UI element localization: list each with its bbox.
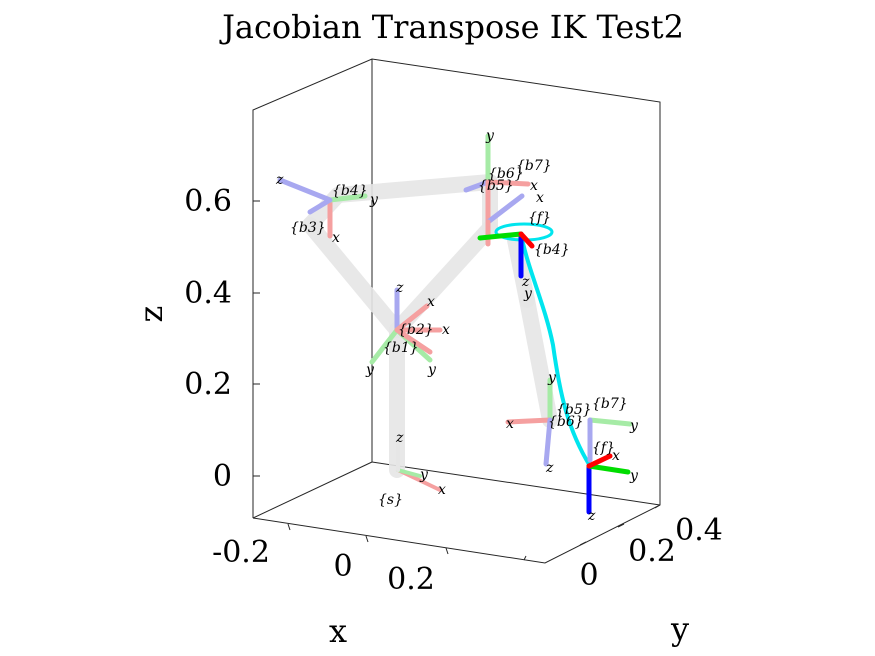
axis-label-y: y [419, 467, 429, 483]
frame-label-b3: {b3} [290, 220, 326, 236]
frame-s [396, 443, 442, 492]
z-axis-label: z [132, 306, 170, 323]
axis-label-z: z [545, 460, 554, 476]
arm-link [302, 217, 405, 338]
frame-f-initial [477, 231, 535, 279]
y-tick-label: 0.4 [675, 513, 723, 548]
end-effector-trajectory [519, 233, 592, 468]
axis-label-x: x [536, 190, 544, 206]
z-tick-label: 0 [213, 459, 232, 494]
axis-label-y: y [629, 468, 639, 484]
tick-marks [253, 200, 661, 561]
chart-title: Jacobian Transpose IK Test2 [219, 8, 684, 46]
arm-link [330, 174, 498, 203]
y-tick-label: 0.2 [628, 534, 676, 569]
axes-box [252, 58, 661, 564]
axis-label-x: x [442, 322, 450, 338]
axis-label-x: x [612, 448, 620, 464]
x-tick-label: 0 [333, 549, 352, 584]
frame-label-b5: {b5} [556, 402, 592, 418]
axis-label-y: y [523, 286, 533, 302]
frame-label-b7: {b7} [516, 158, 552, 174]
z-tick-label: 0.2 [184, 367, 232, 402]
y-tick-labels: 0 0.2 0.4 [579, 513, 722, 593]
axis-label-x: x [332, 230, 340, 246]
axis-label-x: x [530, 178, 538, 194]
axis-label-z: z [395, 430, 404, 446]
arm-link [519, 292, 558, 428]
axis-label-x: x [427, 294, 435, 310]
frame-label-b6: {b6} [548, 414, 584, 430]
frame-label-f: {f} [528, 210, 551, 226]
axis-label-y: y [547, 370, 557, 386]
frame-label-f: {f} [592, 440, 615, 456]
axis-label-z: z [275, 172, 284, 188]
y-axis-label: y [670, 610, 689, 648]
frame-label-b5: {b5} [478, 178, 514, 194]
frame-label-s: {s} [378, 492, 403, 508]
axis-label-z: z [521, 274, 530, 290]
frame-label-b2: {b2} [398, 322, 434, 338]
axis-label-y: y [427, 362, 437, 378]
frames-b3-b4-initial [277, 177, 368, 239]
frame-label-b6: {b6} [488, 166, 524, 182]
x-tick-label: 0.2 [387, 562, 435, 597]
axis-label-z: z [587, 508, 596, 524]
x-tick-label: -0.2 [212, 535, 270, 570]
axis-label-z: z [395, 280, 404, 296]
z-tick-label: 0.4 [184, 276, 232, 311]
axis-label-x: x [506, 416, 514, 432]
axis-label-x: x [438, 482, 446, 498]
frame-label-b4: {b4} [332, 183, 368, 199]
axis-label-y: y [369, 192, 379, 208]
frames-b5-b7-initial [463, 133, 531, 247]
y-tick-label: 0 [579, 558, 598, 593]
axis-label-y: y [365, 362, 375, 378]
axis-label-y: y [629, 418, 639, 434]
frames-b1-b2-initial [369, 287, 443, 365]
frame-label-b7: {b7} [592, 396, 628, 412]
frame-label-b1: {b1} [383, 340, 419, 356]
frame-f-final [586, 453, 631, 515]
axis-label-y: y [485, 128, 495, 144]
frames-b5-b7-final [505, 377, 633, 467]
x-axis-label: x [329, 612, 347, 650]
z-tick-labels: 0 0.2 0.4 0.6 [184, 184, 232, 494]
z-tick-label: 0.6 [184, 184, 232, 219]
arm-link [389, 220, 498, 338]
x-tick-labels: -0.2 0 0.2 [212, 535, 435, 597]
frame-label-b4: {b4} [534, 242, 570, 258]
